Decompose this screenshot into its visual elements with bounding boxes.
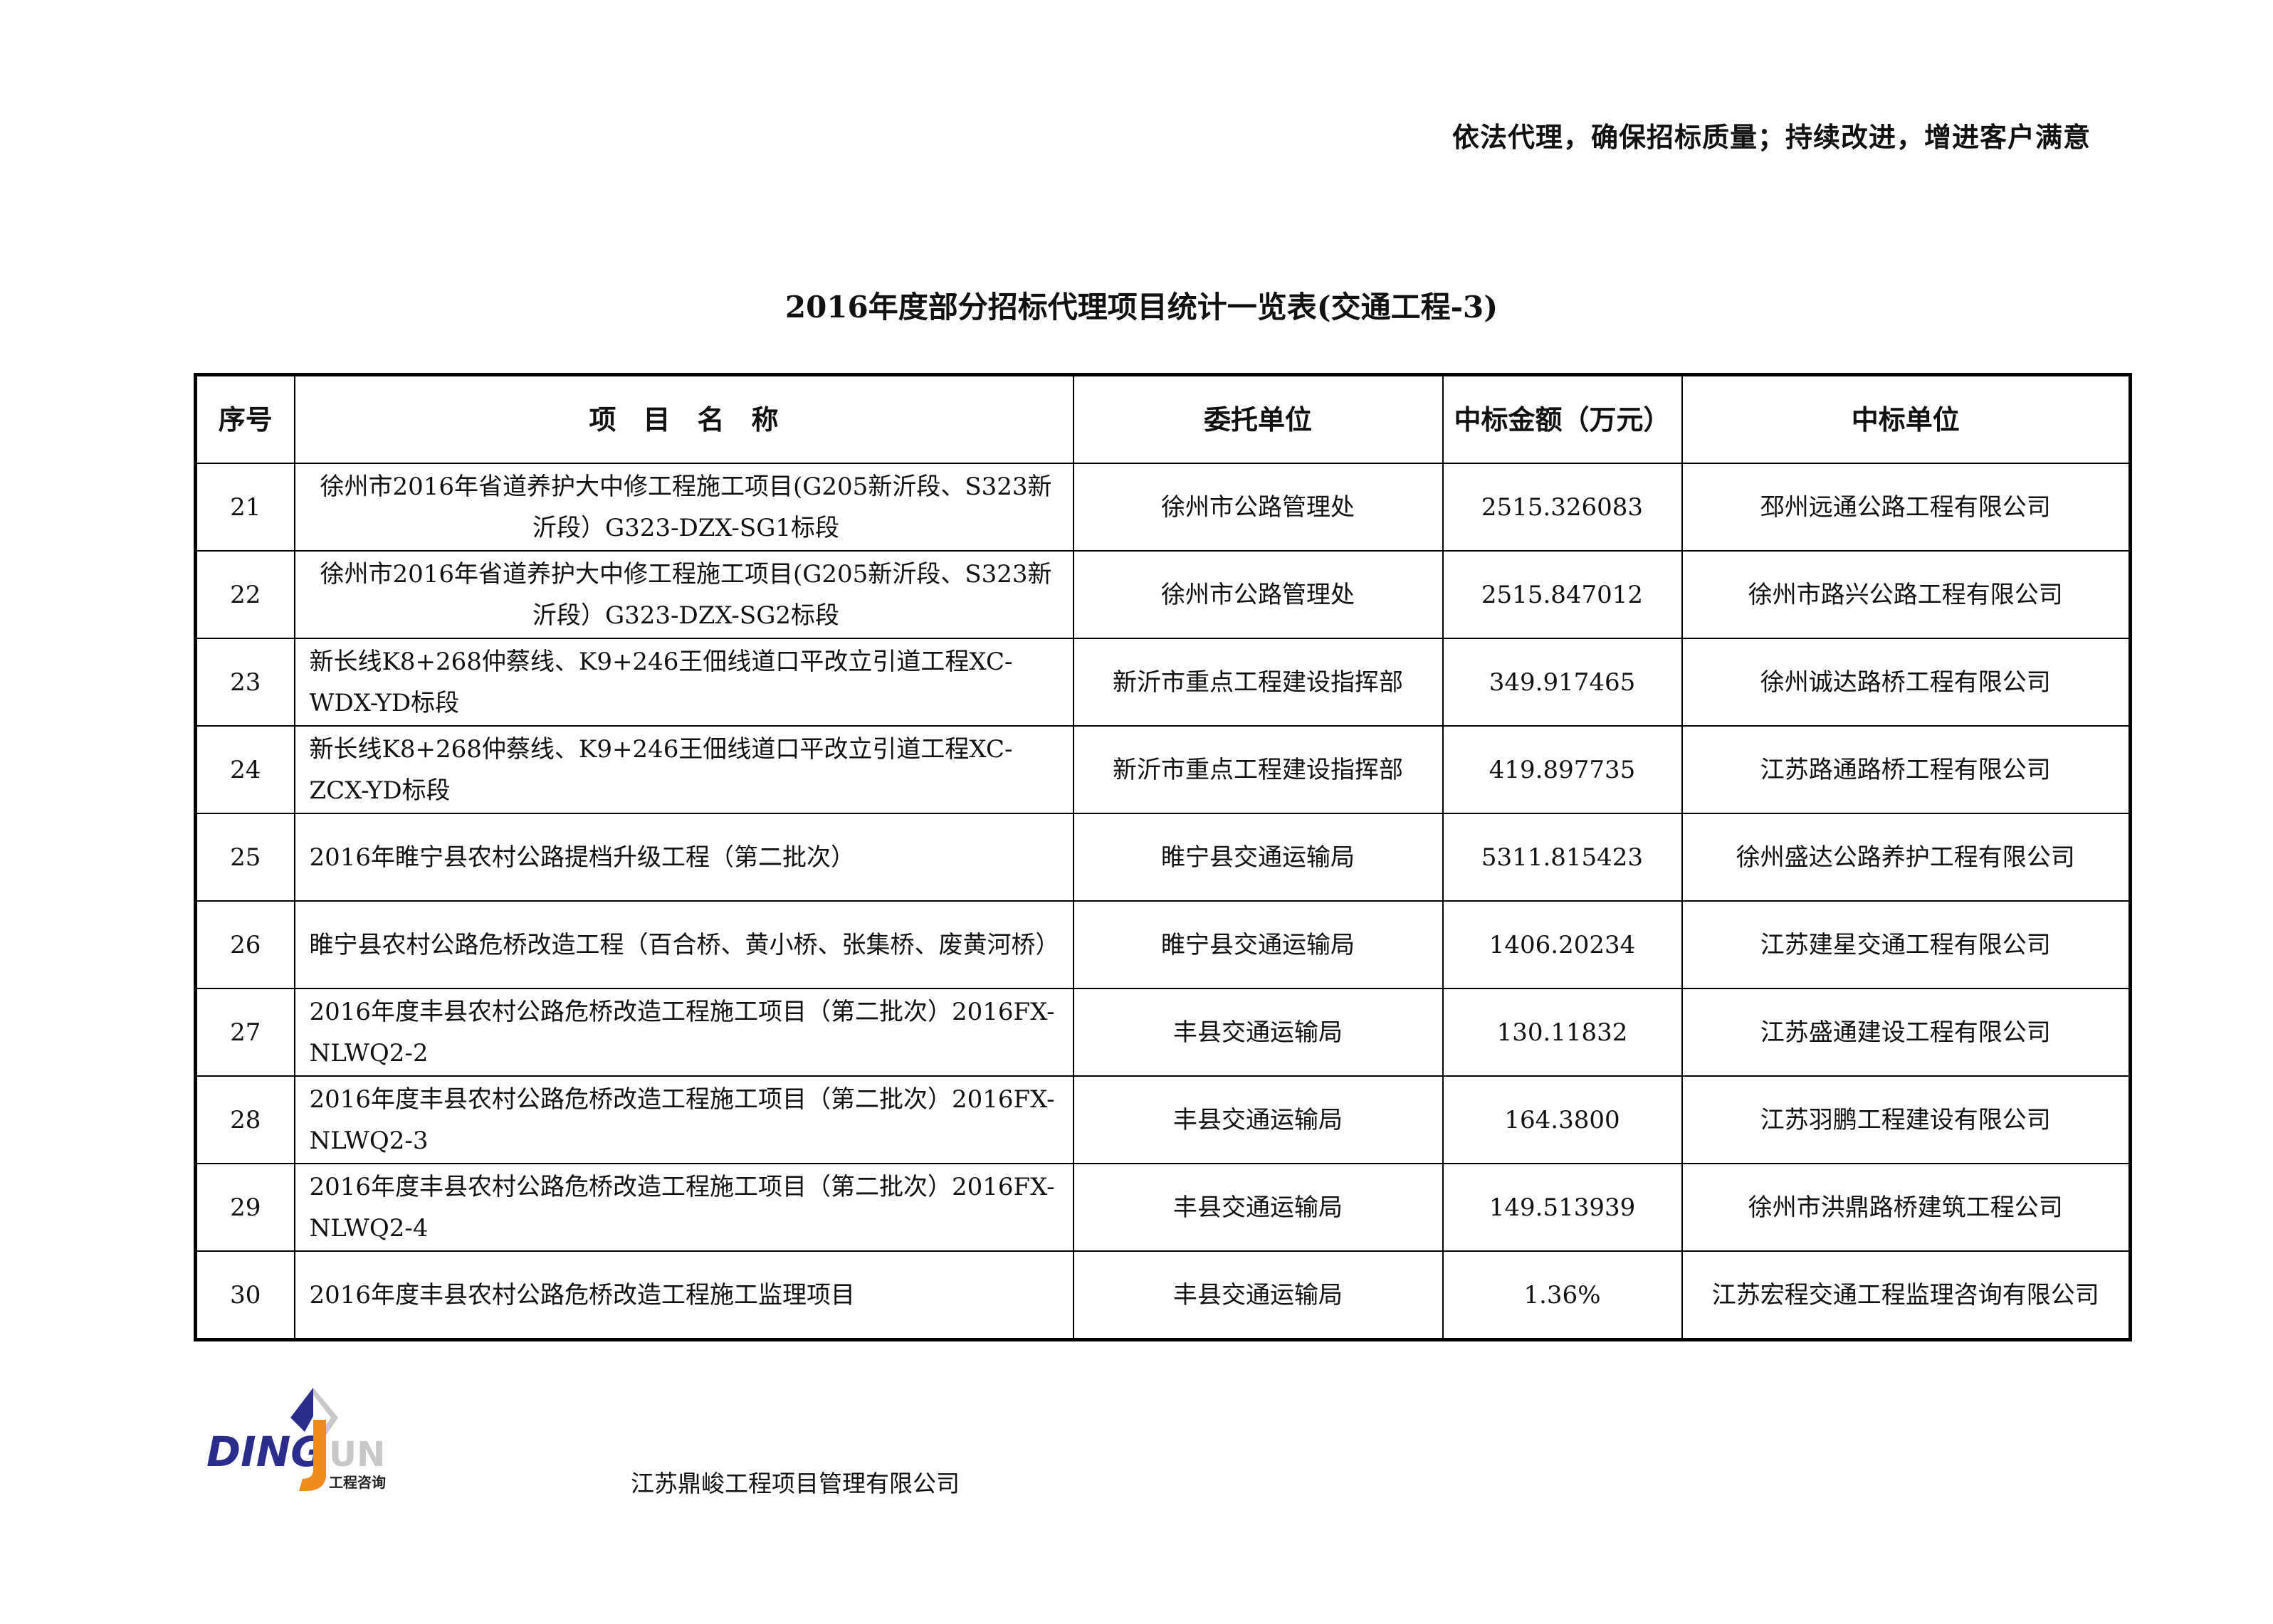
project-table: 序号 项 目 名 称 委托单位 中标金额（万元） 中标单位 21 徐州市2016年… <box>194 373 2132 1341</box>
table-row: 29 2016年度丰县农村公路危桥改造工程施工项目（第二批次）2016FX-NLW… <box>194 1163 2131 1252</box>
logo-sub: 工程咨询 <box>329 1474 386 1491</box>
cell-winner: 徐州市路兴公路工程有限公司 <box>1681 550 2131 639</box>
header-winner: 中标单位 <box>1681 374 2131 464</box>
cell-amount: 130.11832 <box>1442 988 1683 1077</box>
header-client: 委托单位 <box>1072 374 1444 464</box>
cell-amount: 1.36% <box>1442 1250 1683 1341</box>
page-title: 2016年度部分招标代理项目统计一览表(交通工程-3) <box>784 290 1498 325</box>
cell-client: 丰县交通运输局 <box>1072 1075 1444 1164</box>
cell-client: 丰县交通运输局 <box>1072 1163 1444 1252</box>
table-row: 23 新长线K8+268仲蔡线、K9+246王佃线道口平改立引道工程XC-WDX-… <box>194 638 2131 727</box>
logo-diamond-blue <box>290 1388 313 1432</box>
table-row: 27 2016年度丰县农村公路危桥改造工程施工项目（第二批次）2016FX-NLW… <box>194 988 2131 1077</box>
cell-name: 新长线K8+268仲蔡线、K9+246王佃线道口平改立引道工程XC-ZCX-YD… <box>293 725 1074 814</box>
cell-no: 23 <box>194 638 295 727</box>
cell-no: 26 <box>194 900 295 989</box>
dingjun-logo: DING UN 工程咨询 <box>206 1388 386 1491</box>
logo-ding: DING <box>206 1428 325 1476</box>
table-header-row: 序号 项 目 名 称 委托单位 中标金额（万元） 中标单位 <box>194 374 2131 464</box>
table-row: 28 2016年度丰县农村公路危桥改造工程施工项目（第二批次）2016FX-NLW… <box>194 1075 2131 1164</box>
cell-name: 徐州市2016年省道养护大中修工程施工项目(G205新沂段、S323新沂段）G3… <box>293 463 1074 552</box>
company-name: 江苏鼎峻工程项目管理有限公司 <box>631 1470 960 1497</box>
cell-no: 28 <box>194 1075 295 1164</box>
cell-no: 22 <box>194 550 295 639</box>
cell-no: 21 <box>194 463 295 552</box>
cell-amount: 349.917465 <box>1442 638 1683 727</box>
cell-no: 27 <box>194 988 295 1077</box>
cell-no: 30 <box>194 1250 295 1341</box>
cell-client: 丰县交通运输局 <box>1072 1250 1444 1341</box>
cell-client: 徐州市公路管理处 <box>1072 463 1444 552</box>
cell-client: 睢宁县交通运输局 <box>1072 900 1444 989</box>
cell-amount: 5311.815423 <box>1442 813 1683 902</box>
logo-diamond-gray <box>313 1388 338 1441</box>
table-row: 24 新长线K8+268仲蔡线、K9+246王佃线道口平改立引道工程XC-ZCX-… <box>194 725 2131 814</box>
cell-amount: 2515.326083 <box>1442 463 1683 552</box>
table-row: 30 2016年度丰县农村公路危桥改造工程施工监理项目 丰县交通运输局 1.36% 江苏… <box>194 1250 2131 1341</box>
header-amount: 中标金额（万元） <box>1442 374 1683 464</box>
cell-client: 丰县交通运输局 <box>1072 988 1444 1077</box>
table-row: 21 徐州市2016年省道养护大中修工程施工项目(G205新沂段、S323新沂段）… <box>194 463 2131 552</box>
table-row: 22 徐州市2016年省道养护大中修工程施工项目(G205新沂段、S323新沂段）… <box>194 550 2131 639</box>
cell-name: 睢宁县农村公路危桥改造工程（百合桥、黄小桥、张集桥、废黄河桥） <box>293 900 1074 989</box>
logo-j <box>299 1420 326 1491</box>
header-no: 序号 <box>194 374 295 464</box>
header-name: 项 目 名 称 <box>293 374 1074 464</box>
cell-client: 徐州市公路管理处 <box>1072 550 1444 639</box>
cell-name: 徐州市2016年省道养护大中修工程施工项目(G205新沂段、S323新沂段）G3… <box>293 550 1074 639</box>
table-row: 26 睢宁县农村公路危桥改造工程（百合桥、黄小桥、张集桥、废黄河桥） 睢宁县交通运输… <box>194 900 2131 989</box>
cell-winner: 江苏羽鹏工程建设有限公司 <box>1681 1075 2131 1164</box>
cell-name: 新长线K8+268仲蔡线、K9+246王佃线道口平改立引道工程XC-WDX-YD… <box>293 638 1074 727</box>
cell-name: 2016年度丰县农村公路危桥改造工程施工监理项目 <box>293 1250 1074 1341</box>
cell-winner: 江苏路通路桥工程有限公司 <box>1681 725 2131 814</box>
cell-winner: 江苏建星交通工程有限公司 <box>1681 900 2131 989</box>
table-row: 25 2016年睢宁县农村公路提档升级工程（第二批次） 睢宁县交通运输局 5311.8… <box>194 813 2131 902</box>
cell-client: 新沂市重点工程建设指挥部 <box>1072 725 1444 814</box>
cell-amount: 164.3800 <box>1442 1075 1683 1164</box>
cell-no: 25 <box>194 813 295 902</box>
cell-amount: 419.897735 <box>1442 725 1683 814</box>
cell-client: 新沂市重点工程建设指挥部 <box>1072 638 1444 727</box>
logo-un: UN <box>329 1435 385 1475</box>
cell-winner: 江苏宏程交通工程监理咨询有限公司 <box>1681 1250 2131 1341</box>
cell-amount: 1406.20234 <box>1442 900 1683 989</box>
cell-winner: 徐州诚达路桥工程有限公司 <box>1681 638 2131 727</box>
cell-winner: 邳州远通公路工程有限公司 <box>1681 463 2131 552</box>
cell-winner: 徐州市洪鼎路桥建筑工程公司 <box>1681 1163 2131 1252</box>
header-slogan: 依法代理，确保招标质量；持续改进，增进客户满意 <box>1452 121 2091 153</box>
cell-no: 24 <box>194 725 295 814</box>
cell-name: 2016年度丰县农村公路危桥改造工程施工项目（第二批次）2016FX-NLWQ2… <box>293 1075 1074 1164</box>
cell-client: 睢宁县交通运输局 <box>1072 813 1444 902</box>
cell-no: 29 <box>194 1163 295 1252</box>
cell-name: 2016年睢宁县农村公路提档升级工程（第二批次） <box>293 813 1074 902</box>
cell-amount: 149.513939 <box>1442 1163 1683 1252</box>
cell-name: 2016年度丰县农村公路危桥改造工程施工项目（第二批次）2016FX-NLWQ2… <box>293 1163 1074 1252</box>
cell-amount: 2515.847012 <box>1442 550 1683 639</box>
cell-winner: 徐州盛达公路养护工程有限公司 <box>1681 813 2131 902</box>
cell-winner: 江苏盛通建设工程有限公司 <box>1681 988 2131 1077</box>
cell-name: 2016年度丰县农村公路危桥改造工程施工项目（第二批次）2016FX-NLWQ2… <box>293 988 1074 1077</box>
